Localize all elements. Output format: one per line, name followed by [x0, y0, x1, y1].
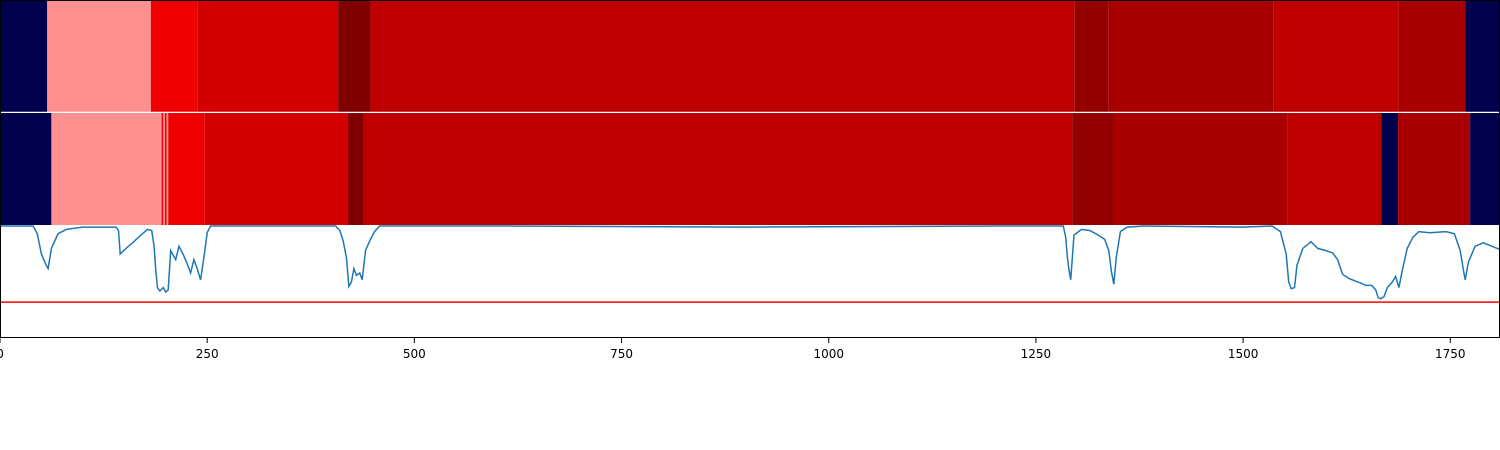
x-tick-label-250: 250 — [196, 347, 219, 361]
segment-row-2-block-4 — [163, 113, 165, 225]
segment-row-2-block-14 — [1381, 113, 1399, 225]
x-tick-label-1750: 1750 — [1435, 347, 1466, 361]
segment-row-2-block-8 — [204, 113, 348, 225]
segment-row-2-block-10 — [362, 113, 1073, 225]
segment-row-2-block-1 — [0, 113, 52, 225]
segment-row-1-block-1 — [0, 0, 48, 112]
segment-row-2-block-16 — [1470, 113, 1500, 225]
segment-row-2 — [0, 113, 1500, 225]
segment-row-1-block-11 — [1465, 0, 1500, 112]
segment-row-1-block-9 — [1273, 0, 1399, 112]
x-tick-label-750: 750 — [610, 347, 633, 361]
segment-row-1-block-5 — [338, 0, 371, 112]
segment-row-2-block-9 — [347, 113, 363, 225]
x-tick-label-0: 0 — [0, 347, 4, 361]
x-tick-label-500: 500 — [403, 347, 426, 361]
segment-row-1-block-7 — [1074, 0, 1109, 112]
segment-row-1-block-2 — [47, 0, 151, 112]
x-tick-label-1000: 1000 — [813, 347, 844, 361]
segment-row-2-block-11 — [1072, 113, 1113, 225]
segment-row-1-block-3 — [150, 0, 198, 112]
x-axis: 0 250 500 750 1000 1250 1500 1750 — [0, 338, 1466, 361]
segment-row-1-block-4 — [197, 0, 339, 112]
segment-row-2-block-12 — [1112, 113, 1288, 225]
segment-row-2-block-13 — [1287, 113, 1382, 225]
score-line — [0, 225, 1500, 300]
segment-row-1-block-8 — [1108, 0, 1274, 112]
x-tick-label-1250: 1250 — [1021, 347, 1052, 361]
x-tick-label-1500: 1500 — [1228, 347, 1259, 361]
segment-row-2-block-3 — [161, 113, 164, 225]
segment-row-2-block-2 — [51, 113, 162, 225]
segment-row-1 — [0, 0, 1500, 112]
segment-row-2-block-5 — [164, 113, 167, 225]
segment-row-2-block-7 — [168, 113, 205, 225]
segment-row-2-block-6 — [166, 113, 169, 225]
line-panel — [0, 225, 1500, 303]
segment-row-1-block-10 — [1398, 0, 1466, 112]
segment-row-1-block-6 — [370, 0, 1075, 112]
segment-row-2-block-15 — [1398, 113, 1471, 225]
